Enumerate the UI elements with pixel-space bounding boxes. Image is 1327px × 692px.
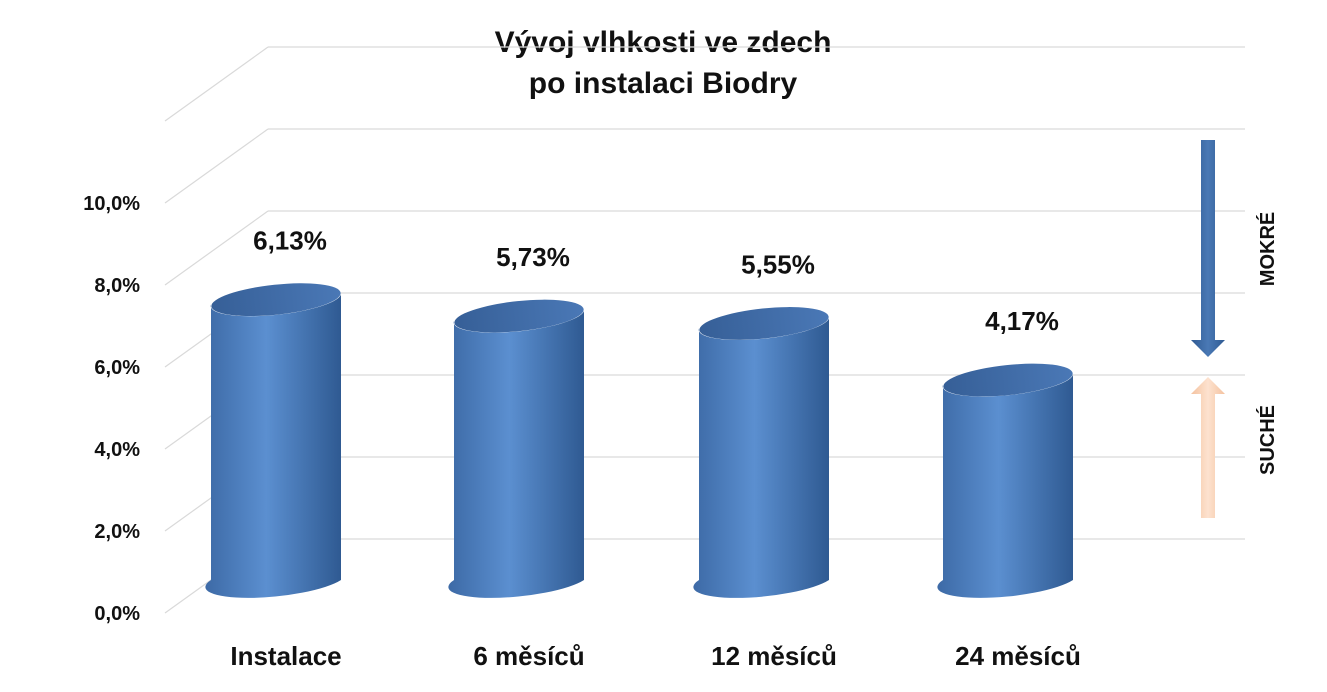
chart-title-line-2: po instalaci Biodry [529, 67, 798, 100]
x-tick-label: 6 měsíců [473, 641, 584, 671]
bar [205, 283, 341, 598]
bar-top [943, 363, 1073, 397]
x-tick-label: 12 měsíců [711, 641, 837, 671]
y-tick-label: 8,0% [94, 275, 140, 297]
down-arrow-icon [1191, 140, 1225, 357]
x-axis: Instalace 6 měsíců 12 měsíců 24 měsíců [230, 641, 1081, 671]
moisture-indicator: MOKRÉ SUCHÉ [1191, 140, 1279, 518]
data-label: 4,17% [985, 306, 1059, 336]
bar [693, 307, 829, 598]
bar-body [937, 375, 1073, 598]
grid-diagonal [164, 210, 269, 286]
y-axis: 0,0% 2,0% 4,0% 6,0% 8,0% 10,0% [83, 193, 140, 625]
bar-top [699, 307, 829, 340]
data-label: 6,13% [253, 226, 327, 256]
x-tick-label: 24 měsíců [955, 641, 1081, 671]
dry-label: SUCHÉ [1256, 405, 1279, 475]
grid-diagonal [164, 46, 269, 122]
data-labels: 6,13% 5,73% 5,55% 4,17% [253, 226, 1059, 336]
bar-body [693, 318, 829, 598]
up-arrow-icon [1191, 377, 1225, 518]
y-tick-label: 4,0% [94, 439, 140, 461]
bar [448, 299, 584, 598]
data-label: 5,55% [741, 249, 815, 279]
wet-label: MOKRÉ [1256, 212, 1279, 286]
x-tick-label: Instalace [230, 641, 341, 671]
bar-body [448, 311, 584, 598]
y-tick-label: 2,0% [94, 521, 140, 543]
bar-top [211, 283, 341, 317]
y-tick-label: 0,0% [94, 603, 140, 625]
grid-diagonal [164, 128, 269, 204]
y-tick-label: 6,0% [94, 357, 140, 379]
bars [205, 283, 1073, 598]
bar [937, 363, 1073, 598]
y-tick-label: 10,0% [83, 193, 140, 215]
data-label: 5,73% [496, 242, 570, 272]
bar-top [454, 299, 584, 333]
chart-title-line-1: Vývoj vlhkosti ve zdech [495, 26, 832, 59]
bar-body [205, 294, 341, 598]
